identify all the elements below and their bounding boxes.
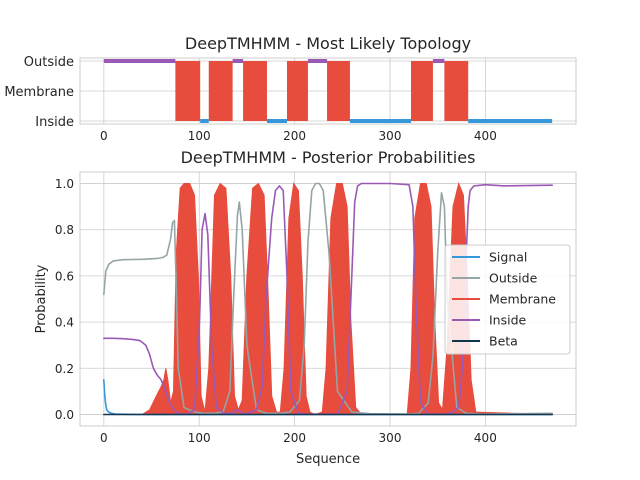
topology-membrane-block: [208, 61, 233, 121]
posterior-y-tick-label: 0.4: [55, 316, 74, 330]
posterior-x-tick-label: 0: [100, 431, 108, 445]
posterior-title: DeepTMHMM - Posterior Probabilities: [181, 148, 476, 167]
posterior-y-tick-label: 0.6: [55, 269, 74, 283]
topology-x-tick-label: 200: [283, 129, 306, 143]
legend: Signal Outside Membrane Inside Beta: [444, 244, 571, 355]
topology-x-tick-label: 100: [188, 129, 211, 143]
membrane-probability-area: [103, 181, 553, 416]
legend-label-membrane: Membrane: [489, 292, 556, 307]
legend-items: Signal Outside Membrane Inside Beta: [452, 250, 556, 349]
topology-y-tick-label: Outside: [24, 55, 74, 70]
posterior-x-tick-label: 200: [283, 431, 306, 445]
topology-y-tick-label: Inside: [35, 115, 74, 130]
posterior-x-tick-label: 100: [188, 431, 211, 445]
legend-label-signal: Signal: [489, 250, 527, 265]
legend-label-outside: Outside: [489, 271, 538, 286]
legend-label-beta: Beta: [489, 334, 518, 349]
posterior-y-tick-label: 0.2: [55, 362, 74, 376]
legend-label-inside: Inside: [489, 313, 527, 328]
topology-title: DeepTMHMM - Most Likely Topology: [185, 34, 471, 53]
posterior-x-tick-label: 300: [379, 431, 402, 445]
topology-membrane-block: [444, 61, 469, 121]
posterior-frame: [79, 171, 577, 427]
topology-x-tick-label: 400: [474, 129, 497, 143]
posterior-y-tick-labels: 0.0 0.2 0.4 0.6 0.8 1.0: [55, 177, 74, 422]
topology-x-tick-label: 300: [379, 129, 402, 143]
x-axis-label: Sequence: [296, 452, 360, 467]
topology-y-tick-labels: Outside Membrane Inside: [4, 55, 74, 130]
topology-membrane-block: [175, 61, 201, 121]
posterior-y-tick-label: 0.0: [55, 408, 74, 422]
topology-subplot: DeepTMHMM - Most Likely Topology Outside…: [4, 34, 577, 143]
posterior-x-tick-labels: 0 100 200 300 400: [100, 431, 497, 445]
topology-membrane-block: [286, 61, 308, 121]
topology-y-tick-label: Membrane: [4, 85, 74, 100]
topology-frame: [79, 57, 577, 125]
topology-membrane-block: [410, 61, 433, 121]
posterior-x-tick-label: 400: [474, 431, 497, 445]
posterior-y-tick-label: 0.8: [55, 223, 74, 237]
topology-regions: [103, 59, 553, 123]
legend-box: [444, 244, 571, 355]
posterior-series: [103, 181, 554, 416]
outside-probability-line: [103, 182, 554, 415]
y-axis-label: Probability: [34, 264, 49, 333]
posterior-y-tick-label: 1.0: [55, 177, 74, 191]
topology-membrane-block: [327, 61, 350, 121]
posterior-subplot: DeepTMHMM - Posterior Probabilities 0.00…: [34, 148, 577, 467]
topology-membrane-block: [243, 61, 267, 121]
topology-x-tick-label: 0: [100, 129, 108, 143]
topology-x-tick-labels: 0 100 200 300 400: [100, 129, 497, 143]
